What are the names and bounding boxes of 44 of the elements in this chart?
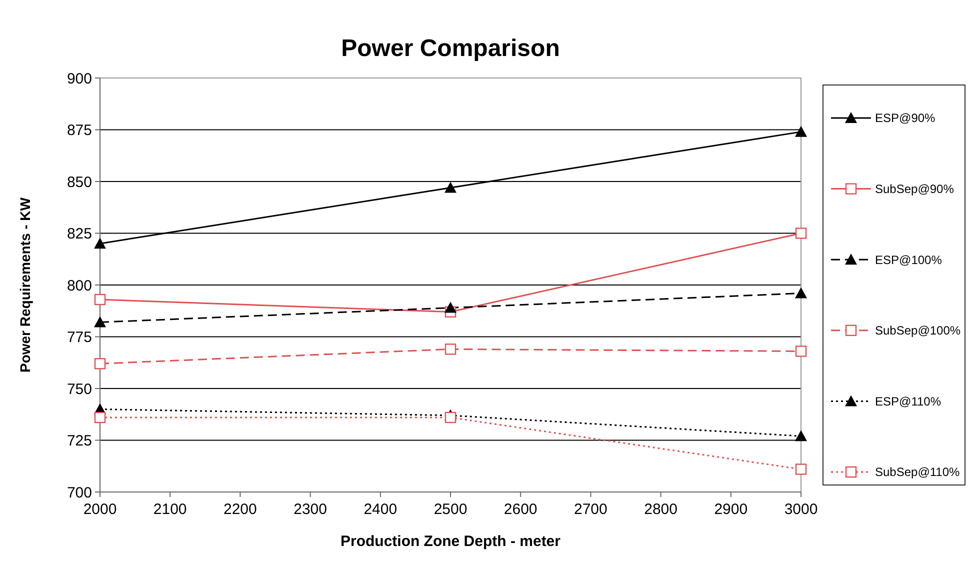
point [444, 412, 456, 424]
point [444, 302, 456, 313]
legend-label: ESP@100% [875, 252, 942, 267]
legend-label: ESP@90% [875, 111, 936, 126]
point [795, 346, 807, 357]
x-tick-label: 2900 [714, 501, 748, 518]
point [94, 316, 106, 328]
point [94, 238, 106, 249]
y-tick-label: 700 [66, 484, 92, 502]
point [94, 294, 106, 306]
legend-label: SubSep@110% [875, 465, 960, 480]
point [94, 358, 106, 370]
y-tick-label: 850 [66, 174, 92, 191]
legend-label: SubSep@100% [875, 324, 961, 338]
legend-label: ESP@110% [875, 394, 942, 408]
point [795, 287, 807, 298]
point [795, 464, 807, 475]
y-tick-label: 775 [66, 329, 92, 346]
x-tick-label: 2200 [224, 501, 257, 518]
x-tick-label: 2800 [644, 501, 678, 518]
point [795, 126, 807, 137]
point [444, 344, 456, 355]
point [94, 412, 106, 424]
x-tick-label: 2000 [83, 501, 117, 518]
x-tick-label: 2400 [364, 501, 398, 518]
x-tick-label: 2100 [153, 501, 187, 518]
y-tick-label: 725 [66, 432, 92, 450]
x-axis-title: Production Zone Depth - meter [340, 533, 561, 550]
y-tick-label: 875 [66, 122, 92, 139]
x-tick-label: 2600 [504, 501, 538, 518]
y-tick-label: 750 [66, 380, 92, 398]
x-tick-label: 2700 [574, 501, 608, 518]
y-axis-title: Power Requirements - KW [17, 196, 33, 373]
y-tick-label: 900 [66, 70, 92, 88]
y-tick-label: 800 [66, 277, 92, 294]
x-tick-label: 2300 [294, 501, 327, 518]
x-tick-label: 2500 [434, 501, 468, 518]
x-tick-label: 3000 [784, 501, 818, 518]
y-tick-label: 825 [66, 226, 92, 242]
legend-label: SubSep@90% [875, 182, 954, 196]
chart-title: Power Comparison [341, 35, 560, 62]
point [795, 228, 807, 239]
point [444, 182, 456, 193]
point [795, 430, 807, 442]
